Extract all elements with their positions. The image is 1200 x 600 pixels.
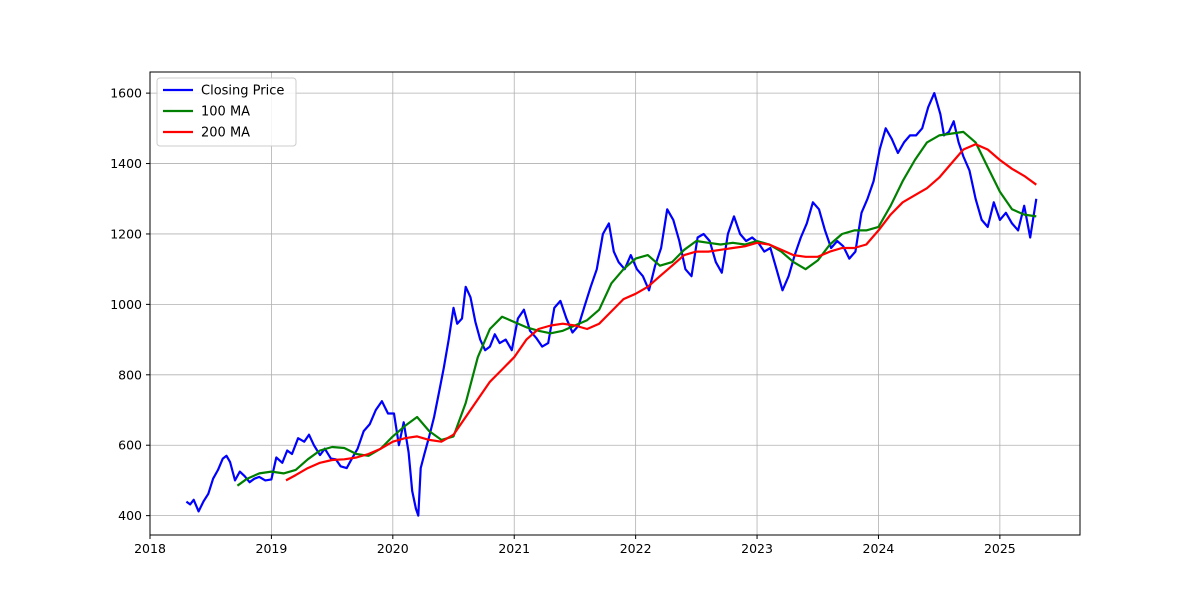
legend-label: Closing Price <box>201 84 284 99</box>
legend-box <box>156 77 297 147</box>
series-layer <box>185 91 1038 517</box>
y-tick-label: 1200 <box>110 226 142 241</box>
x-tick-label: 2019 <box>256 541 288 556</box>
y-tick-label: 400 <box>118 508 142 523</box>
grid <box>149 72 1080 535</box>
series-line-100-ma <box>236 130 1037 487</box>
x-tick-label: 2021 <box>498 541 530 556</box>
y-tick-label: 800 <box>118 367 142 382</box>
x-tick-label: 2018 <box>134 541 166 556</box>
series-line-200-ma <box>285 143 1037 482</box>
x-tick-label: 2024 <box>863 541 895 556</box>
x-tick-label: 2020 <box>377 541 409 556</box>
legend-label: 100 MA <box>201 105 250 120</box>
y-tick-label: 1400 <box>110 156 142 171</box>
x-tick-label: 2025 <box>984 541 1016 556</box>
y-tick-label: 1000 <box>110 297 142 312</box>
plot-frame <box>149 71 1081 536</box>
y-tick-label: 1600 <box>110 86 142 101</box>
legend-label: 200 MA <box>201 126 250 141</box>
y-tick-label: 600 <box>118 438 142 453</box>
x-tick-label: 2022 <box>620 541 652 556</box>
x-tick-label: 2023 <box>741 541 773 556</box>
axis-ticks: 2018 2019 2020 2021 2022 2023 2024 2025 400 600 80… <box>110 86 1016 556</box>
legend: Closing Price 100 MA 200 MA <box>156 77 297 147</box>
